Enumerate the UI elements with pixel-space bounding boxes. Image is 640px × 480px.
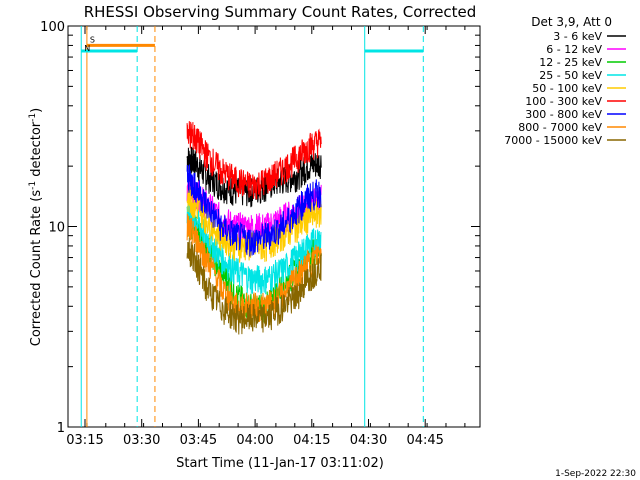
x-axis-label: Start Time (11-Jan-17 03:11:02) bbox=[176, 456, 384, 471]
legend-label: 25 - 50 keV bbox=[539, 69, 602, 82]
series-line-5 bbox=[186, 121, 322, 200]
plot-area: 1 10 100 03:15 03:30 03:45 04:00 04:15 04:30 04:4… bbox=[40, 20, 481, 448]
y-tick-label: 10 bbox=[48, 221, 65, 236]
series-line-8 bbox=[186, 237, 322, 335]
legend-label: 7000 - 15000 keV bbox=[504, 134, 602, 147]
y-tick-label: 100 bbox=[40, 20, 65, 35]
legend-label: 50 - 100 keV bbox=[532, 82, 602, 95]
x-tick-label: 03:30 bbox=[123, 433, 160, 448]
x-tick-label: 04:45 bbox=[406, 433, 443, 448]
x-tick-label: 03:15 bbox=[66, 433, 103, 448]
legend-label: 300 - 800 keV bbox=[525, 108, 602, 121]
x-tick-label: 04:15 bbox=[293, 433, 330, 448]
series-line-3 bbox=[186, 199, 322, 295]
series-line-0 bbox=[186, 146, 322, 208]
legend-label: 12 - 25 keV bbox=[539, 56, 602, 69]
x-tick-label: 03:45 bbox=[180, 433, 217, 448]
chart-title: RHESSI Observing Summary Count Rates, Co… bbox=[84, 3, 477, 21]
footer-timestamp: 1-Sep-2022 22:30 bbox=[555, 469, 636, 479]
legend-label: 3 - 6 keV bbox=[553, 30, 602, 43]
flag-label: N bbox=[84, 44, 90, 53]
legend-label: 800 - 7000 keV bbox=[518, 121, 602, 134]
legend-label: 100 - 300 keV bbox=[525, 95, 602, 108]
legend-label: 6 - 12 keV bbox=[546, 43, 602, 56]
flag-label: S bbox=[90, 35, 95, 44]
x-tick-label: 04:00 bbox=[236, 433, 273, 448]
series-line-6 bbox=[186, 164, 322, 257]
y-axis-label: Corrected Count Rate (s-1 detector-1) bbox=[28, 108, 44, 346]
y-tick-label: 1 bbox=[57, 421, 65, 436]
legend-title: Det 3,9, Att 0 bbox=[531, 15, 612, 29]
series-line-7 bbox=[186, 213, 322, 323]
x-tick-label: 04:30 bbox=[350, 433, 387, 448]
